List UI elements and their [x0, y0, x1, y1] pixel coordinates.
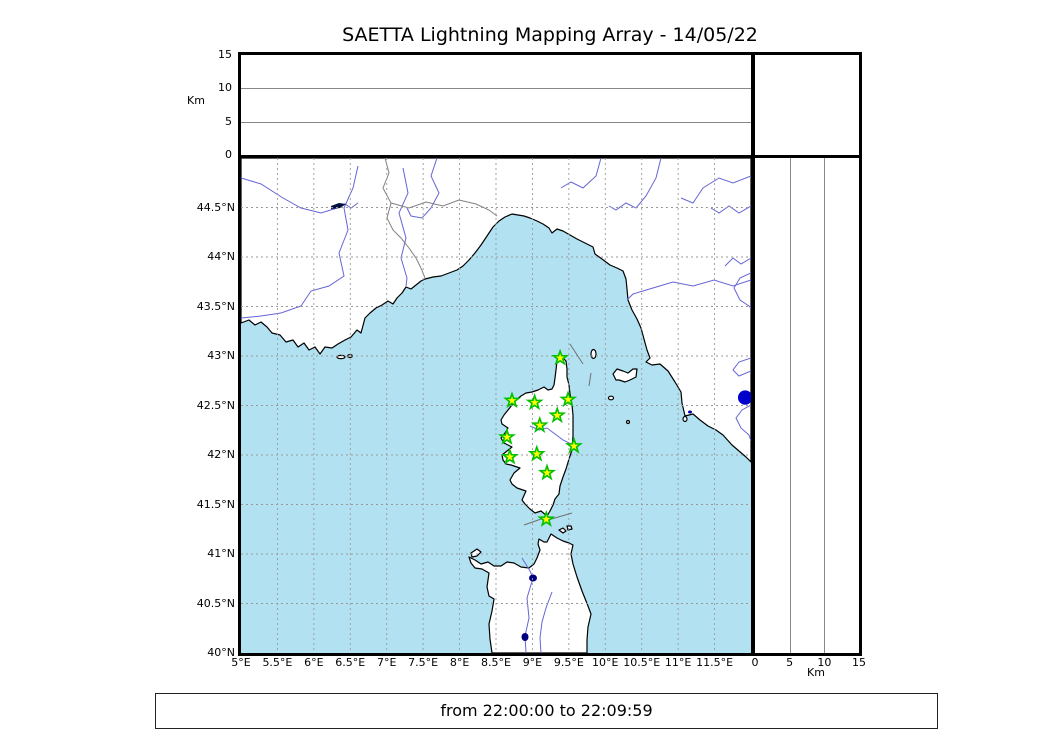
altitude-tick-label: 0 — [225, 148, 232, 161]
lma-station-marker — [500, 447, 519, 465]
lon-tick-label: 5°E — [231, 656, 251, 669]
lat-tick-label: 40.5°N — [196, 596, 235, 610]
altitude-axis-label: Km — [187, 94, 205, 107]
lma-station-marker — [548, 405, 567, 424]
lon-tick-label: 11.5°E — [696, 656, 734, 669]
altitude-tick-label: 5 — [225, 114, 232, 128]
lat-tick-label: 42°N — [207, 448, 235, 461]
sardinia-island — [468, 533, 592, 653]
km-tick-label-right: 15 — [852, 656, 866, 669]
france-italy-border — [382, 158, 426, 279]
orbetello-lagoon — [688, 410, 692, 414]
km-tick-label-right: 10 — [817, 656, 832, 669]
lma-station-marker — [565, 436, 583, 454]
lon-tick-label: 8°E — [449, 656, 470, 669]
lat-tick-label: 43.5°N — [196, 299, 235, 313]
pianosa-island — [607, 395, 615, 401]
montecristo-island — [625, 419, 631, 425]
altitude-histogram-panel — [752, 52, 862, 158]
lon-tick-label: 7.5°E — [408, 656, 439, 669]
altitude-gridline — [241, 121, 751, 123]
elba-island — [612, 368, 638, 383]
river-tributary-nw — [241, 177, 338, 214]
lat-tick-label: 44°N — [207, 250, 235, 263]
river-var — [398, 167, 409, 287]
lma-station-marker — [503, 391, 522, 409]
capraia-island — [590, 348, 597, 360]
asinara-island — [470, 548, 482, 558]
lat-tick-label: 42.5°N — [196, 398, 235, 412]
time-range-label: from 22:00:00 to 22:09:59 — [440, 701, 653, 720]
maritime-boundary-elba — [588, 372, 592, 387]
lake-sardinia-a — [529, 574, 537, 582]
lma-station-marker — [537, 509, 556, 528]
lma-station-marker — [525, 393, 544, 411]
lma-station-marker — [551, 348, 570, 366]
lma-station-marker — [530, 415, 549, 434]
corsica-island — [500, 353, 574, 517]
lake-serre-poncon — [331, 203, 346, 209]
river-po-c — [680, 175, 751, 204]
lma-station-marker — [527, 444, 546, 462]
page-title: SAETTA Lightning Mapping Array - 14/05/2… — [342, 24, 758, 46]
altitude-longitude-panel — [238, 52, 754, 158]
river-po-d — [710, 205, 751, 214]
altitude-gridline — [241, 88, 751, 90]
river-arno-tributary — [733, 272, 751, 309]
lon-tick-label: 6.5°E — [335, 656, 366, 669]
lon-tick-label: 9°E — [522, 656, 543, 669]
river-po-b — [608, 158, 662, 211]
altitude-tick-label: 15 — [218, 48, 232, 61]
map-gridlines — [241, 158, 751, 653]
lon-tick-label: 6°E — [304, 656, 324, 669]
lon-tick-label: 10.5°E — [623, 656, 661, 669]
lon-tick-label: 9.5°E — [553, 656, 584, 669]
km-tick-label-right: 5 — [786, 656, 794, 669]
lat-tick-label: 43°N — [207, 349, 235, 362]
river-serchio — [724, 257, 751, 267]
piedmont-liguria-border — [390, 199, 498, 217]
map-panel — [238, 155, 754, 656]
lon-tick-label: 7°E — [376, 656, 397, 669]
lon-tick-label: 11°E — [664, 656, 692, 669]
lat-tick-label: 44.5°N — [196, 200, 235, 214]
maddalena-islets — [558, 525, 573, 534]
river-tiber — [735, 404, 751, 442]
maritime-boundary-capraia — [569, 343, 584, 365]
lake-sardinia-b — [521, 633, 529, 641]
lat-tick-label: 41°N — [207, 547, 235, 560]
map-canvas — [241, 158, 751, 653]
lon-tick-label: 10°E — [592, 656, 619, 669]
km-tick-label-right: 0 — [751, 656, 759, 669]
lma-station-marker — [537, 463, 557, 481]
altitude-tick-label: 10 — [218, 81, 232, 95]
km-axis-label-right: Km — [807, 666, 825, 679]
time-range-box: from 22:00:00 to 22:09:59 — [155, 693, 938, 729]
lightning-source-point — [737, 390, 751, 405]
altitude-gridline-right — [824, 158, 826, 653]
lma-station-marker — [497, 427, 516, 445]
river-arno — [626, 279, 751, 301]
lma-station-marker — [559, 390, 578, 408]
river-tinee — [406, 158, 440, 219]
mainland-coastline — [241, 158, 751, 463]
river-sardinia-b — [539, 591, 553, 653]
maritime-boundary-bonifacio-w — [523, 517, 545, 526]
lon-tick-label: 5.5°E — [262, 656, 293, 669]
altitude-latitude-panel — [752, 155, 862, 656]
lat-tick-label: 41.5°N — [196, 497, 235, 511]
river-ombrone — [732, 357, 751, 377]
river-po-a — [560, 158, 602, 189]
giglio-island — [682, 415, 688, 423]
altitude-gridline-right — [789, 158, 791, 653]
lat-tick-label: 40°N — [207, 646, 235, 659]
lon-tick-label: 8.5°E — [481, 656, 511, 669]
